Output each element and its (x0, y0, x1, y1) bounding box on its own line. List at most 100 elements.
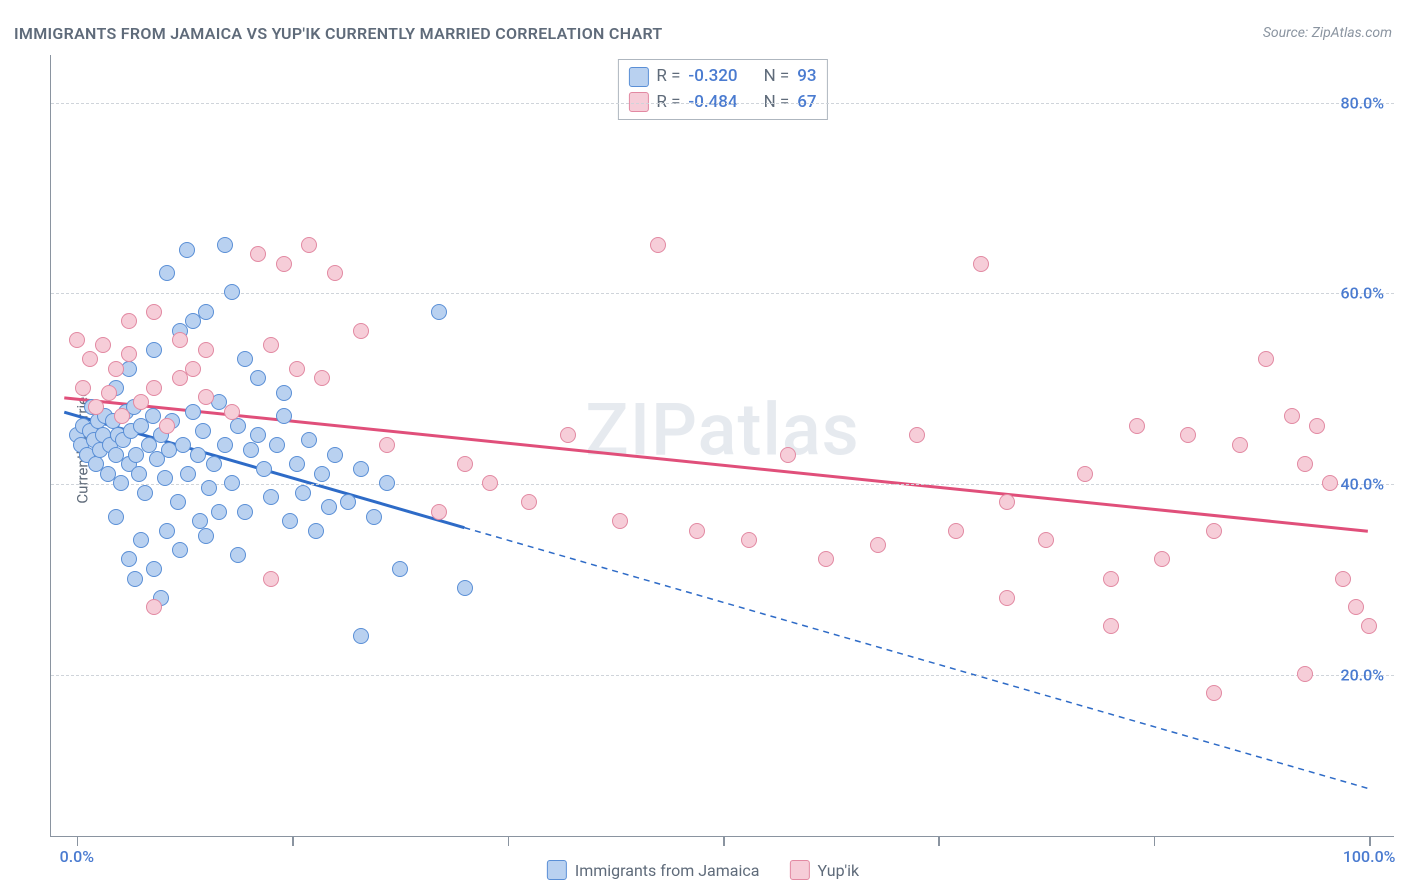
scatter-point (243, 442, 259, 458)
scatter-point (276, 256, 292, 272)
scatter-point (1335, 571, 1351, 587)
x-tick (723, 836, 725, 846)
scatter-point (1154, 551, 1170, 567)
scatter-point (327, 265, 343, 281)
scatter-point (157, 470, 173, 486)
scatter-point (175, 437, 191, 453)
legend-swatch (547, 860, 567, 880)
scatter-point (1232, 437, 1248, 453)
y-tick-label: 40.0% (1340, 475, 1384, 494)
scatter-point (159, 265, 175, 281)
x-tick (1154, 836, 1156, 846)
n-label: N = (764, 64, 790, 90)
legend-label: Yup'ik (817, 861, 859, 880)
scatter-point (999, 590, 1015, 606)
scatter-point (276, 408, 292, 424)
scatter-point (172, 332, 188, 348)
scatter-point (741, 532, 757, 548)
scatter-point (172, 370, 188, 386)
scatter-point (314, 466, 330, 482)
scatter-point (482, 475, 498, 491)
scatter-point (131, 466, 147, 482)
scatter-point (282, 513, 298, 529)
x-tick (508, 836, 510, 846)
bottom-legend: Immigrants from JamaicaYup'ik (547, 860, 859, 880)
scatter-point (230, 547, 246, 563)
scatter-point (780, 447, 796, 463)
scatter-point (206, 456, 222, 472)
scatter-point (612, 513, 628, 529)
scatter-point (909, 427, 925, 443)
scatter-point (217, 437, 233, 453)
scatter-point (69, 332, 85, 348)
scatter-point (263, 337, 279, 353)
scatter-point (870, 537, 886, 553)
scatter-point (560, 427, 576, 443)
scatter-point (217, 237, 233, 253)
scatter-point (250, 427, 266, 443)
scatter-point (457, 456, 473, 472)
source-label: Source: ZipAtlas.com (1263, 25, 1392, 41)
scatter-point (276, 385, 292, 401)
scatter-point (314, 370, 330, 386)
scatter-point (353, 628, 369, 644)
scatter-point (190, 447, 206, 463)
scatter-point (521, 494, 537, 510)
scatter-point (1258, 351, 1274, 367)
scatter-point (1103, 618, 1119, 634)
scatter-point (159, 523, 175, 539)
scatter-point (250, 370, 266, 386)
scatter-point (1180, 427, 1196, 443)
correlation-stats-box: R =-0.320N =93R =-0.484N =67 (617, 59, 827, 120)
scatter-point (224, 475, 240, 491)
scatter-point (224, 404, 240, 420)
scatter-point (198, 389, 214, 405)
scatter-point (1077, 466, 1093, 482)
scatter-point (145, 408, 161, 424)
scatter-point (1206, 523, 1222, 539)
grid-line (51, 675, 1394, 676)
scatter-point (146, 599, 162, 615)
grid-line (51, 103, 1394, 104)
x-tick-label: 100.0% (1343, 847, 1396, 866)
scatter-point (457, 580, 473, 596)
r-value: -0.320 (688, 64, 737, 90)
scatter-point (1038, 532, 1054, 548)
scatter-point (224, 284, 240, 300)
scatter-point (379, 437, 395, 453)
scatter-point (1103, 571, 1119, 587)
scatter-point (1322, 475, 1338, 491)
scatter-point (237, 351, 253, 367)
scatter-point (170, 494, 186, 510)
scatter-point (289, 456, 305, 472)
legend-item: Yup'ik (789, 860, 859, 880)
scatter-point (195, 423, 211, 439)
scatter-point (133, 532, 149, 548)
scatter-point (146, 380, 162, 396)
scatter-point (137, 485, 153, 501)
scatter-point (146, 304, 162, 320)
scatter-point (366, 509, 382, 525)
scatter-point (75, 380, 91, 396)
scatter-point (108, 361, 124, 377)
x-tick (938, 836, 940, 846)
scatter-point (340, 494, 356, 510)
grid-line (51, 293, 1394, 294)
scatter-point (353, 323, 369, 339)
scatter-point (121, 346, 137, 362)
scatter-point (431, 504, 447, 520)
scatter-point (185, 404, 201, 420)
scatter-point (250, 246, 266, 262)
scatter-point (689, 523, 705, 539)
y-tick-label: 60.0% (1340, 284, 1384, 303)
scatter-point (392, 561, 408, 577)
scatter-point (379, 475, 395, 491)
r-label: R = (656, 64, 680, 90)
scatter-point (1297, 456, 1313, 472)
scatter-point (230, 418, 246, 434)
scatter-point (133, 394, 149, 410)
n-value: 93 (797, 64, 816, 90)
stats-row: R = -0.320 N = 93 (628, 64, 816, 90)
scatter-point (88, 399, 104, 415)
scatter-point (327, 447, 343, 463)
